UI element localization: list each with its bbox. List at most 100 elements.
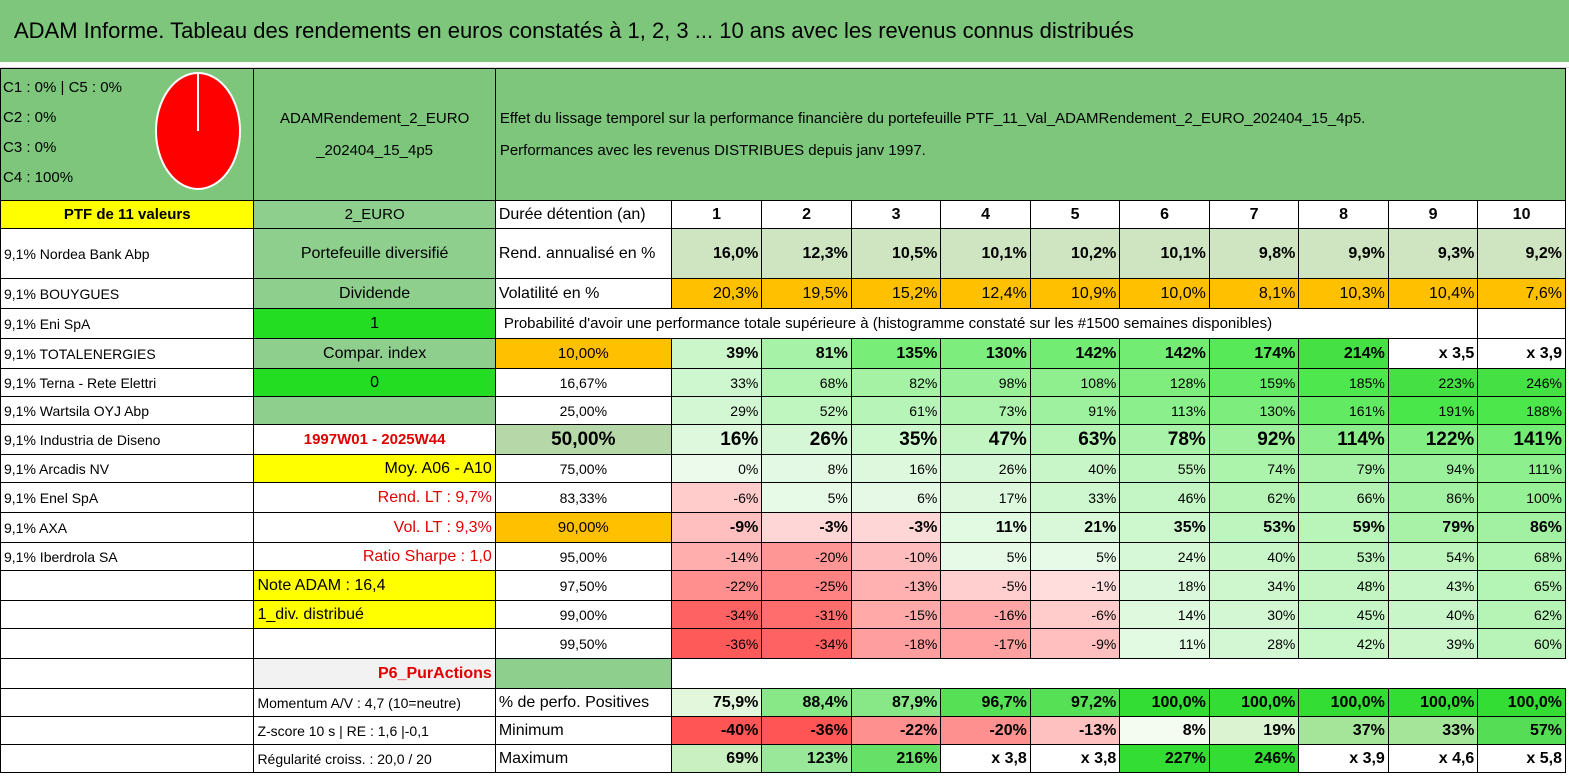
probability-level[interactable]: 50,00%: [494, 424, 672, 455]
probability-value[interactable]: -18%: [850, 628, 942, 659]
probability-value[interactable]: 35%: [850, 424, 942, 455]
probability-value[interactable]: 81%: [761, 338, 852, 369]
positive-performance-value[interactable]: 100,0%: [1298, 688, 1389, 717]
annualized-return-value[interactable]: 10,1%: [1119, 228, 1210, 279]
maximum-label[interactable]: Maximum: [494, 744, 672, 773]
probability-value[interactable]: -25%: [761, 570, 852, 601]
empty-cell[interactable]: [0, 744, 255, 773]
empty-cell[interactable]: [0, 628, 255, 659]
probability-value[interactable]: 63%: [1029, 424, 1121, 455]
probability-value[interactable]: 6%: [850, 482, 942, 513]
minimum-label[interactable]: Minimum: [494, 716, 672, 745]
allocation-legend[interactable]: C1 : 0% | C5 : 0% C2 : 0% C3 : 0% C4 : 100%: [0, 68, 255, 201]
probability-value[interactable]: 61%: [850, 396, 942, 425]
info-compar-index[interactable]: Compar. index: [253, 338, 496, 369]
annualized-return-value[interactable]: 16,0%: [670, 228, 763, 279]
positive-performance-value[interactable]: 96,7%: [940, 688, 1031, 717]
probability-value[interactable]: 161%: [1298, 396, 1389, 425]
probability-value[interactable]: 114%: [1298, 424, 1389, 455]
probability-value[interactable]: 74%: [1208, 454, 1300, 483]
positive-performance-value[interactable]: 100,0%: [1477, 688, 1566, 717]
maximum-value[interactable]: 216%: [850, 744, 942, 773]
positive-performance-value[interactable]: 75,9%: [670, 688, 763, 717]
probability-value[interactable]: -16%: [940, 600, 1031, 629]
minimum-value[interactable]: 37%: [1298, 716, 1389, 745]
info-note-adam[interactable]: Note ADAM : 16,4: [253, 570, 496, 601]
probability-value[interactable]: -5%: [940, 570, 1031, 601]
probability-value[interactable]: -3%: [761, 512, 852, 543]
probability-value[interactable]: 8%: [761, 454, 852, 483]
probability-value[interactable]: -1%: [1029, 570, 1121, 601]
probability-value[interactable]: 122%: [1387, 424, 1479, 455]
probability-value[interactable]: 142%: [1119, 338, 1210, 369]
year-header[interactable]: 4: [940, 200, 1031, 229]
probability-level[interactable]: 25,00%: [494, 396, 672, 425]
empty-cell[interactable]: [494, 658, 672, 689]
probability-value[interactable]: 79%: [1298, 454, 1389, 483]
info-dividend[interactable]: Dividende: [253, 278, 496, 309]
year-header[interactable]: 7: [1208, 200, 1300, 229]
probability-value[interactable]: -3%: [850, 512, 942, 543]
year-header[interactable]: 6: [1119, 200, 1210, 229]
probability-level[interactable]: 83,33%: [494, 482, 672, 513]
probability-value[interactable]: -34%: [761, 628, 852, 659]
probability-value[interactable]: 98%: [940, 368, 1031, 397]
maximum-value[interactable]: 123%: [761, 744, 852, 773]
probability-value[interactable]: 43%: [1387, 570, 1479, 601]
probability-value[interactable]: 26%: [761, 424, 852, 455]
minimum-value[interactable]: -22%: [850, 716, 942, 745]
probability-value[interactable]: -9%: [1029, 628, 1121, 659]
probability-value[interactable]: 21%: [1029, 512, 1121, 543]
probability-value[interactable]: 11%: [1119, 628, 1210, 659]
probability-value[interactable]: 86%: [1387, 482, 1479, 513]
volatility-value[interactable]: 8,1%: [1208, 278, 1300, 309]
info-zero[interactable]: 0: [253, 368, 496, 397]
positive-performance-value[interactable]: 100,0%: [1119, 688, 1210, 717]
holding-item[interactable]: 9,1% Arcadis NV: [0, 454, 255, 483]
empty-cell[interactable]: [0, 688, 255, 717]
holding-item[interactable]: 9,1% AXA: [0, 512, 255, 543]
info-vol-lt[interactable]: Vol. LT : 9,3%: [253, 512, 496, 543]
volatility-value[interactable]: 20,3%: [670, 278, 763, 309]
maximum-value[interactable]: x 3,8: [940, 744, 1031, 773]
probability-level[interactable]: 10,00%: [494, 338, 672, 369]
annualized-return-value[interactable]: 10,2%: [1029, 228, 1121, 279]
probability-value[interactable]: 40%: [1387, 600, 1479, 629]
info-period[interactable]: 1997W01 - 2025W44: [253, 424, 496, 455]
volatility-value[interactable]: 12,4%: [940, 278, 1031, 309]
positive-performance-value[interactable]: 87,9%: [850, 688, 942, 717]
probability-value[interactable]: 40%: [1208, 542, 1300, 571]
volatility-value[interactable]: 19,5%: [761, 278, 852, 309]
currency-label[interactable]: 2_EURO: [253, 200, 496, 229]
probability-value[interactable]: 142%: [1029, 338, 1121, 369]
probability-level[interactable]: 97,50%: [494, 570, 672, 601]
maximum-value[interactable]: x 3,9: [1298, 744, 1389, 773]
probability-value[interactable]: 108%: [1029, 368, 1121, 397]
maximum-value[interactable]: x 4,6: [1387, 744, 1479, 773]
probability-value[interactable]: 16%: [850, 454, 942, 483]
probability-value[interactable]: 0%: [670, 454, 763, 483]
annualized-return-value[interactable]: 9,9%: [1298, 228, 1389, 279]
probability-value[interactable]: 141%: [1477, 424, 1566, 455]
probability-value[interactable]: 42%: [1298, 628, 1389, 659]
year-header[interactable]: 9: [1387, 200, 1479, 229]
empty-cell[interactable]: [0, 716, 255, 745]
probability-level[interactable]: 99,00%: [494, 600, 672, 629]
holding-item[interactable]: 9,1% Enel SpA: [0, 482, 255, 513]
empty-cell[interactable]: [0, 570, 255, 601]
probability-value[interactable]: 159%: [1208, 368, 1300, 397]
probability-value[interactable]: 33%: [670, 368, 763, 397]
positive-performance-value[interactable]: 100,0%: [1208, 688, 1300, 717]
probability-value[interactable]: 29%: [670, 396, 763, 425]
maximum-value[interactable]: 227%: [1119, 744, 1210, 773]
probability-level[interactable]: 99,50%: [494, 628, 672, 659]
annualized-return-value[interactable]: 12,3%: [761, 228, 852, 279]
probability-value[interactable]: 17%: [940, 482, 1031, 513]
probability-value[interactable]: 39%: [1387, 628, 1479, 659]
minimum-value[interactable]: 57%: [1477, 716, 1566, 745]
probability-value[interactable]: 26%: [940, 454, 1031, 483]
probability-value[interactable]: 214%: [1298, 338, 1389, 369]
probability-value[interactable]: 5%: [1029, 542, 1121, 571]
portfolio-description[interactable]: Effet du lissage temporel sur la perform…: [494, 68, 1567, 201]
annualized-return-value[interactable]: 10,5%: [850, 228, 942, 279]
